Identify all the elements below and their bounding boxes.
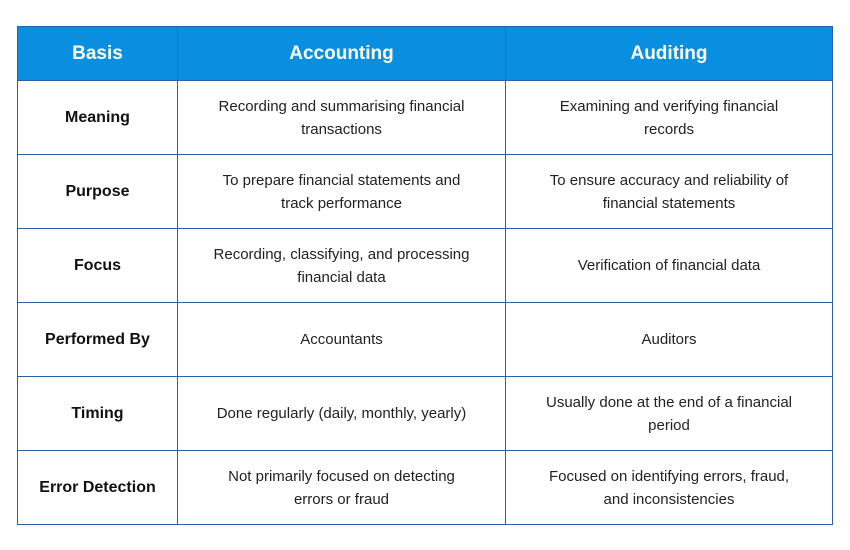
- header-accounting: Accounting: [177, 26, 506, 81]
- comparison-table: Basis Accounting Auditing Meaning Recordi…: [17, 26, 833, 525]
- accounting-cell: Done regularly (daily, monthly, yearly): [177, 376, 506, 451]
- accounting-cell: Recording and summarising financial tran…: [177, 80, 506, 155]
- basis-cell: Performed By: [17, 302, 178, 377]
- auditing-cell: Focused on identifying errors, fraud, an…: [505, 450, 833, 525]
- header-row: Basis Accounting Auditing: [17, 26, 833, 81]
- header-auditing: Auditing: [505, 26, 833, 81]
- table-row: Error Detection Not primarily focused on …: [17, 450, 833, 525]
- header-basis: Basis: [17, 26, 178, 81]
- accounting-cell: To prepare financial statements and trac…: [177, 154, 506, 229]
- auditing-cell: Auditors: [505, 302, 833, 377]
- basis-cell: Focus: [17, 228, 178, 303]
- auditing-cell: Examining and verifying financial record…: [505, 80, 833, 155]
- accounting-cell: Accountants: [177, 302, 506, 377]
- auditing-cell: To ensure accuracy and reliability of fi…: [505, 154, 833, 229]
- table-row: Timing Done regularly (daily, monthly, ye…: [17, 376, 833, 451]
- basis-cell: Purpose: [17, 154, 178, 229]
- table-row: Focus Recording, classifying, and process…: [17, 228, 833, 303]
- basis-cell: Meaning: [17, 80, 178, 155]
- table-row: Meaning Recording and summarising financi…: [17, 80, 833, 155]
- table-row: Purpose To prepare financial statements a…: [17, 154, 833, 229]
- auditing-cell: Usually done at the end of a financial p…: [505, 376, 833, 451]
- basis-cell: Error Detection: [17, 450, 178, 525]
- basis-cell: Timing: [17, 376, 178, 451]
- accounting-cell: Not primarily focused on detecting error…: [177, 450, 506, 525]
- auditing-cell: Verification of financial data: [505, 228, 833, 303]
- table-row: Performed By Accountants Auditors: [17, 302, 833, 377]
- accounting-cell: Recording, classifying, and processing f…: [177, 228, 506, 303]
